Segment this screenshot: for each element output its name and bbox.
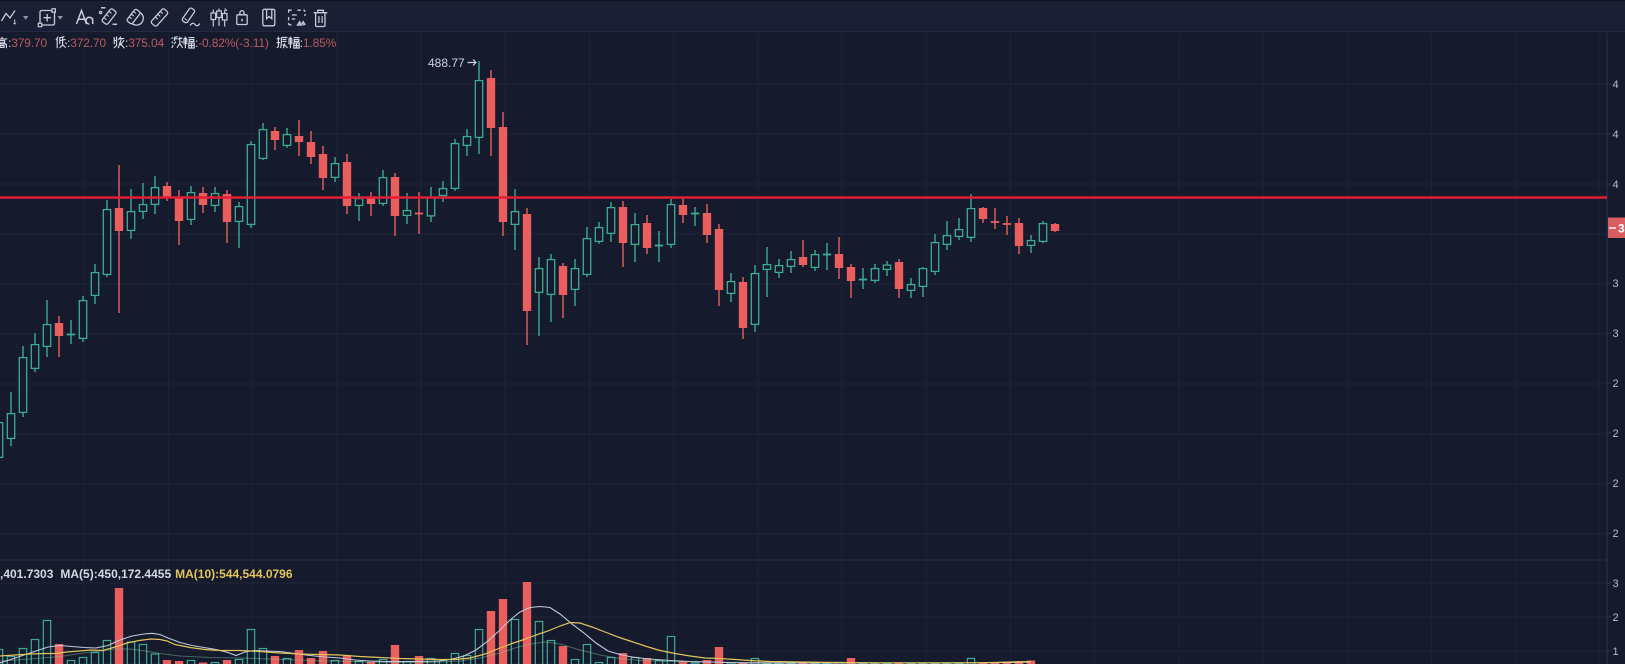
svg-text:3: 3 [1618,222,1625,236]
svg-text:2: 2 [1613,528,1619,540]
svg-text:1: 1 [1613,646,1619,658]
svg-text:4: 4 [1613,79,1619,91]
svg-text:2: 2 [1613,428,1619,440]
svg-text:4: 4 [1613,129,1619,141]
svg-text:2: 2 [1613,378,1619,390]
svg-text:3: 3 [1613,578,1619,590]
svg-text:2: 2 [1613,612,1619,624]
svg-text:3: 3 [1613,328,1619,340]
svg-text:3: 3 [1613,278,1619,290]
svg-text:4: 4 [1613,179,1619,191]
svg-text:2: 2 [1613,478,1619,490]
svg-text:488.77: 488.77 [428,56,465,70]
